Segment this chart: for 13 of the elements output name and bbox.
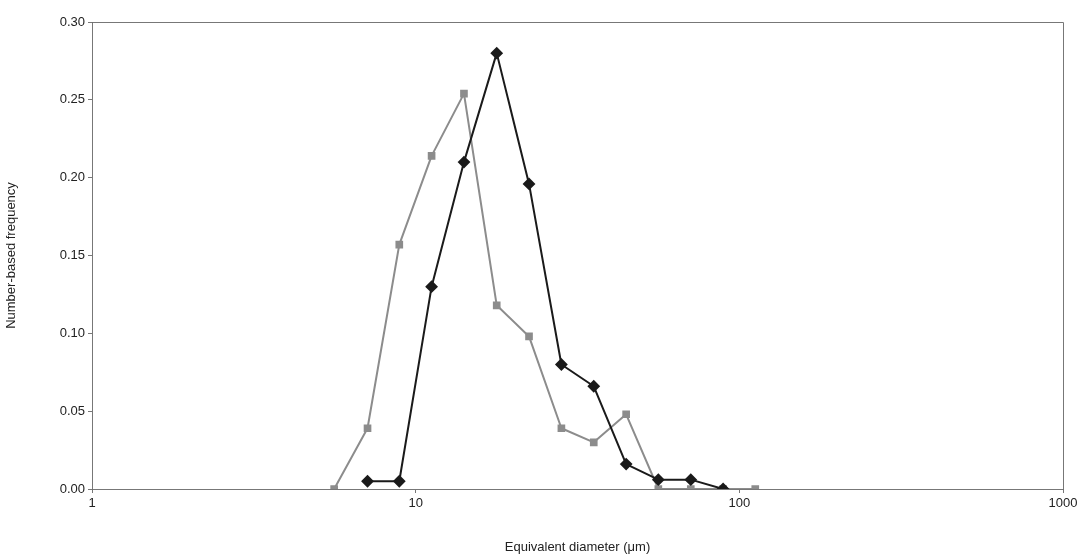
y-axis-title: Number-based frequency	[3, 181, 19, 329]
x-tick-label: 100	[728, 495, 751, 511]
x-tick-label: 10	[408, 495, 423, 511]
x-tick-label: 1000	[1048, 495, 1078, 511]
y-tick-label: 0.15	[59, 247, 85, 263]
y-tick-label: 0.30	[59, 13, 85, 29]
y-tick-label: 0.20	[59, 169, 85, 185]
y-tick-label: 0.00	[59, 480, 85, 496]
y-tick-label: 0.25	[59, 91, 85, 107]
y-tick-label: 0.05	[59, 402, 85, 418]
y-tick-label: 0.10	[59, 324, 85, 340]
x-axis-title: Equivalent diameter (μm)	[504, 538, 651, 554]
x-tick-label: 1	[88, 495, 96, 511]
